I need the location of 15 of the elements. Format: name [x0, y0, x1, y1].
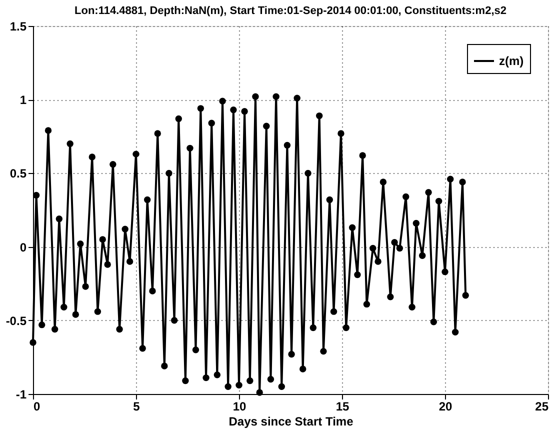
y-tick-label: -0.5 [6, 314, 27, 328]
x-tick-label: 5 [133, 400, 140, 414]
y-tick-label: 1 [20, 93, 27, 108]
chart-title: Lon:114.4881, Depth:NaN(m), Start Time:01-Sep-2014 00:01:00, Constituents:m2,s2 [74, 5, 506, 17]
y-tick-label: 0 [20, 240, 27, 254]
x-tick-label: 25 [535, 400, 549, 414]
x-tick-label: 15 [336, 400, 350, 414]
legend-label: z(m) [499, 54, 524, 68]
y-tick-label: 1.5 [10, 20, 27, 34]
x-tick-label: 10 [232, 400, 246, 414]
x-axis-title: Days since Start Time [228, 414, 354, 428]
x-tick-label: 20 [438, 400, 452, 414]
y-tick-label: -1 [16, 388, 27, 402]
x-tick-label: 0 [34, 400, 40, 414]
y-tick-label: 0.5 [10, 166, 27, 181]
